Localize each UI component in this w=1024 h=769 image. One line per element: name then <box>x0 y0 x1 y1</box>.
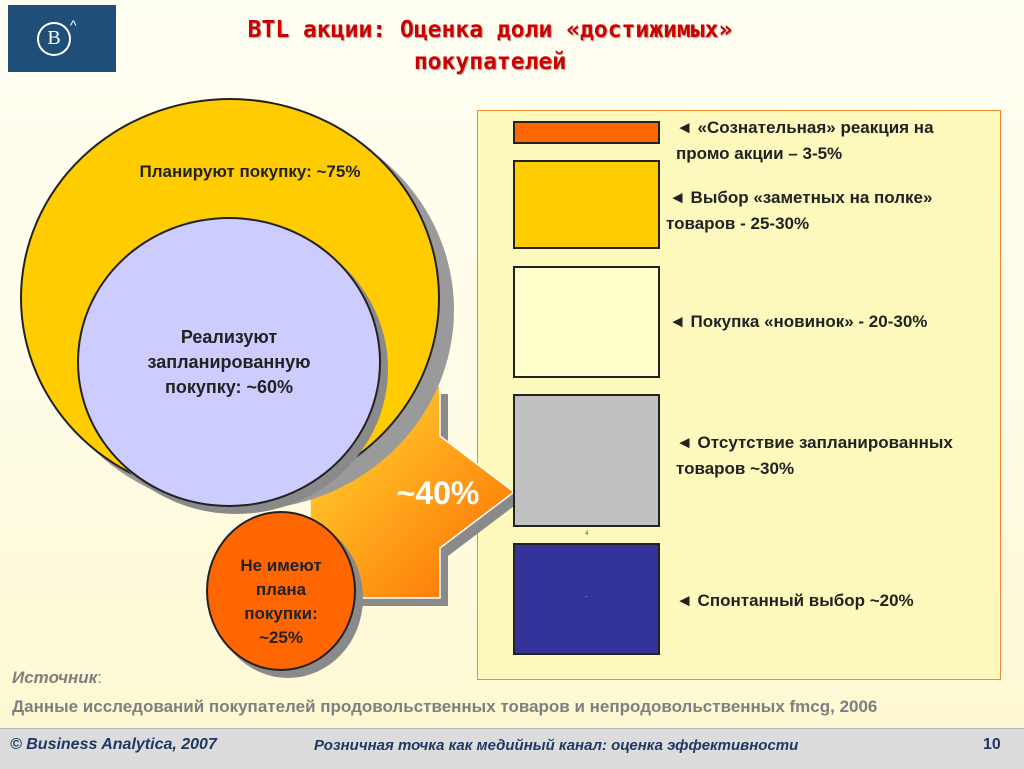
logo-hat: ^ <box>70 17 77 33</box>
logo-letter: B <box>47 27 61 49</box>
realized-label-line-3: покупку: ~60% <box>164 377 294 397</box>
planned-purchase-label: Планируют покупку: ~75% <box>139 162 361 181</box>
page-number: 10 <box>983 736 1001 753</box>
no-plan-circle <box>206 511 356 671</box>
source-text: Данные исследований покупателей продовол… <box>12 697 878 716</box>
segment-label-spontaneous: ◄ Спонтанный выбор ~20% <box>666 588 996 614</box>
segment-label-promo: ◄ «Сознательная» реакция на промо акции … <box>666 115 996 167</box>
segment-label-novelty-l1: ◄ Покупка «новинок» - 20-30% <box>669 312 928 331</box>
segment-label-missing-l1: ◄ Отсутствие запланированных <box>676 433 953 452</box>
segment-box-spontaneous <box>513 543 660 655</box>
segment-label-visible: ◄ Выбор «заметных на полке» товаров - 25… <box>666 185 996 237</box>
footer-caption: Розничная точка как медийный канал: оцен… <box>314 737 799 754</box>
company-logo: B ^ <box>8 5 116 72</box>
source-heading: Источник: <box>12 668 102 688</box>
segment-label-promo-l1: ◄ «Сознательная» реакция на <box>676 118 934 137</box>
segment-label-novelty: ◄ Покупка «новинок» - 20-30% <box>666 309 996 335</box>
realized-label-line-1: Реализуют <box>180 327 278 347</box>
no-plan-line-1: Не имеют <box>240 556 322 575</box>
segment-box-missing <box>513 394 660 527</box>
source-colon: : <box>97 668 103 687</box>
grey-tiny-mark: 4 <box>585 531 589 537</box>
source-label: Источник <box>12 668 98 687</box>
realized-label-line-2: запланированную <box>147 352 311 372</box>
segment-label-spontaneous-l1: ◄ Спонтанный выбор ~20% <box>676 591 914 610</box>
segment-label-missing-l2: товаров ~30% <box>676 459 795 478</box>
slide-title-line-1: BTL акции: Оценка доли «достижимых» <box>247 17 733 43</box>
slide-title: BTL акции: Оценка доли «достижимых» поку… <box>150 14 830 78</box>
segment-label-visible-l1: ◄ Выбор «заметных на полке» <box>669 188 933 207</box>
logo-ring <box>37 22 71 56</box>
footer-copyright: © Business Analytica, 2007 <box>10 736 217 753</box>
segment-label-visible-l2: товаров - 25-30% <box>666 214 810 233</box>
footer-bar: © Business Analytica, 2007 Розничная точ… <box>0 728 1024 769</box>
no-plan-line-2: плана <box>255 580 307 599</box>
segment-label-promo-l2: промо акции – 3-5% <box>676 144 843 163</box>
segment-box-novelty <box>513 266 660 378</box>
no-plan-line-4: ~25% <box>259 628 303 647</box>
slide-title-line-2: покупателей <box>413 49 567 75</box>
realized-purchase-label: Реализуют запланированную покупку: ~60% <box>90 325 368 400</box>
segment-label-missing: ◄ Отсутствие запланированных товаров ~30… <box>666 430 996 482</box>
no-plan-line-3: покупки: <box>244 604 318 623</box>
blue-tiny-mark: - <box>585 592 588 601</box>
segment-box-promo <box>513 121 660 144</box>
segment-box-visible <box>513 160 660 249</box>
realized-purchase-circle <box>77 217 381 507</box>
arrow-label: ~40% <box>397 475 480 511</box>
no-plan-label: Не имеют плана покупки: ~25% <box>206 554 356 650</box>
